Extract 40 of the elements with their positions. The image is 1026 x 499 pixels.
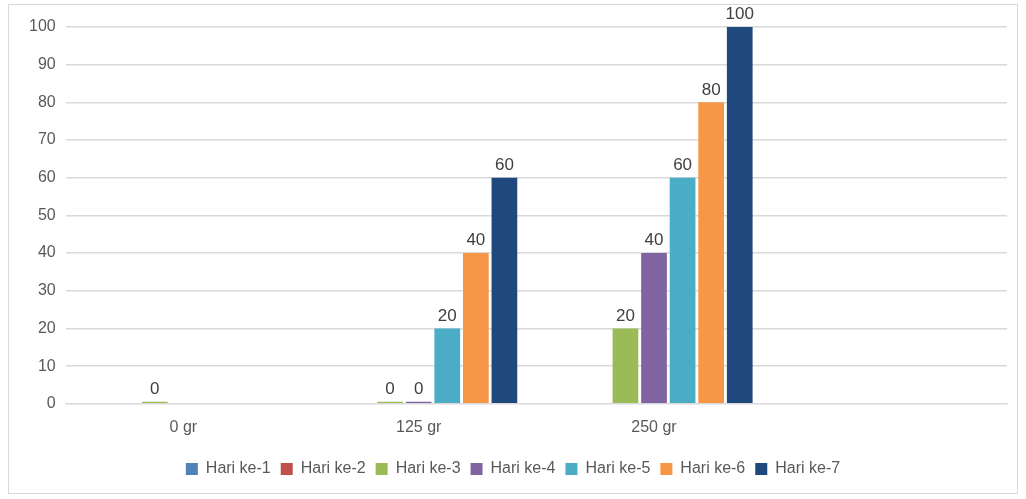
bar (641, 253, 667, 404)
data-label: 40 (466, 230, 486, 250)
legend-label: Hari ke-4 (490, 459, 556, 477)
bar (669, 177, 696, 404)
data-label: 100 (725, 4, 754, 24)
x-tick-label: 125 gr (396, 417, 443, 435)
y-tick-label: 10 (37, 356, 56, 374)
legend-label: Hari ke-2 (300, 459, 366, 477)
data-label: 60 (494, 154, 514, 174)
data-label: 60 (673, 154, 693, 174)
legend-label: Hari ke-7 (775, 459, 841, 477)
x-tick-label: 250 gr (631, 417, 678, 435)
y-tick-label: 40 (37, 243, 56, 261)
data-label: 80 (701, 79, 721, 99)
data-label: 40 (644, 230, 664, 250)
y-tick-label: 70 (37, 130, 56, 148)
y-tick-label: 80 (37, 92, 56, 110)
x-tick-label: 0 gr (169, 417, 198, 435)
y-tick-label: 100 (28, 17, 56, 35)
bar (491, 177, 518, 404)
data-label: 20 (437, 305, 457, 325)
bar (462, 253, 489, 404)
y-tick-label: 50 (37, 205, 56, 223)
bar (612, 328, 639, 404)
legend-label: Hari ke-6 (680, 459, 746, 477)
legend-label: Hari ke-1 (205, 459, 271, 477)
data-label: 0 (413, 378, 424, 398)
legend-label: Hari ke-3 (395, 459, 461, 477)
y-tick-label: 0 (46, 394, 56, 412)
legend-label: Hari ke-5 (585, 459, 651, 477)
data-label: 0 (385, 378, 395, 398)
bar (434, 328, 461, 404)
bar (726, 27, 753, 404)
y-tick-label: 20 (37, 318, 56, 336)
y-tick-label: 60 (37, 168, 56, 186)
data-label: 20 (615, 305, 635, 325)
data-label: 0 (150, 378, 160, 398)
bar (698, 102, 725, 404)
y-tick-label: 30 (37, 281, 56, 299)
y-tick-label: 90 (37, 55, 56, 73)
